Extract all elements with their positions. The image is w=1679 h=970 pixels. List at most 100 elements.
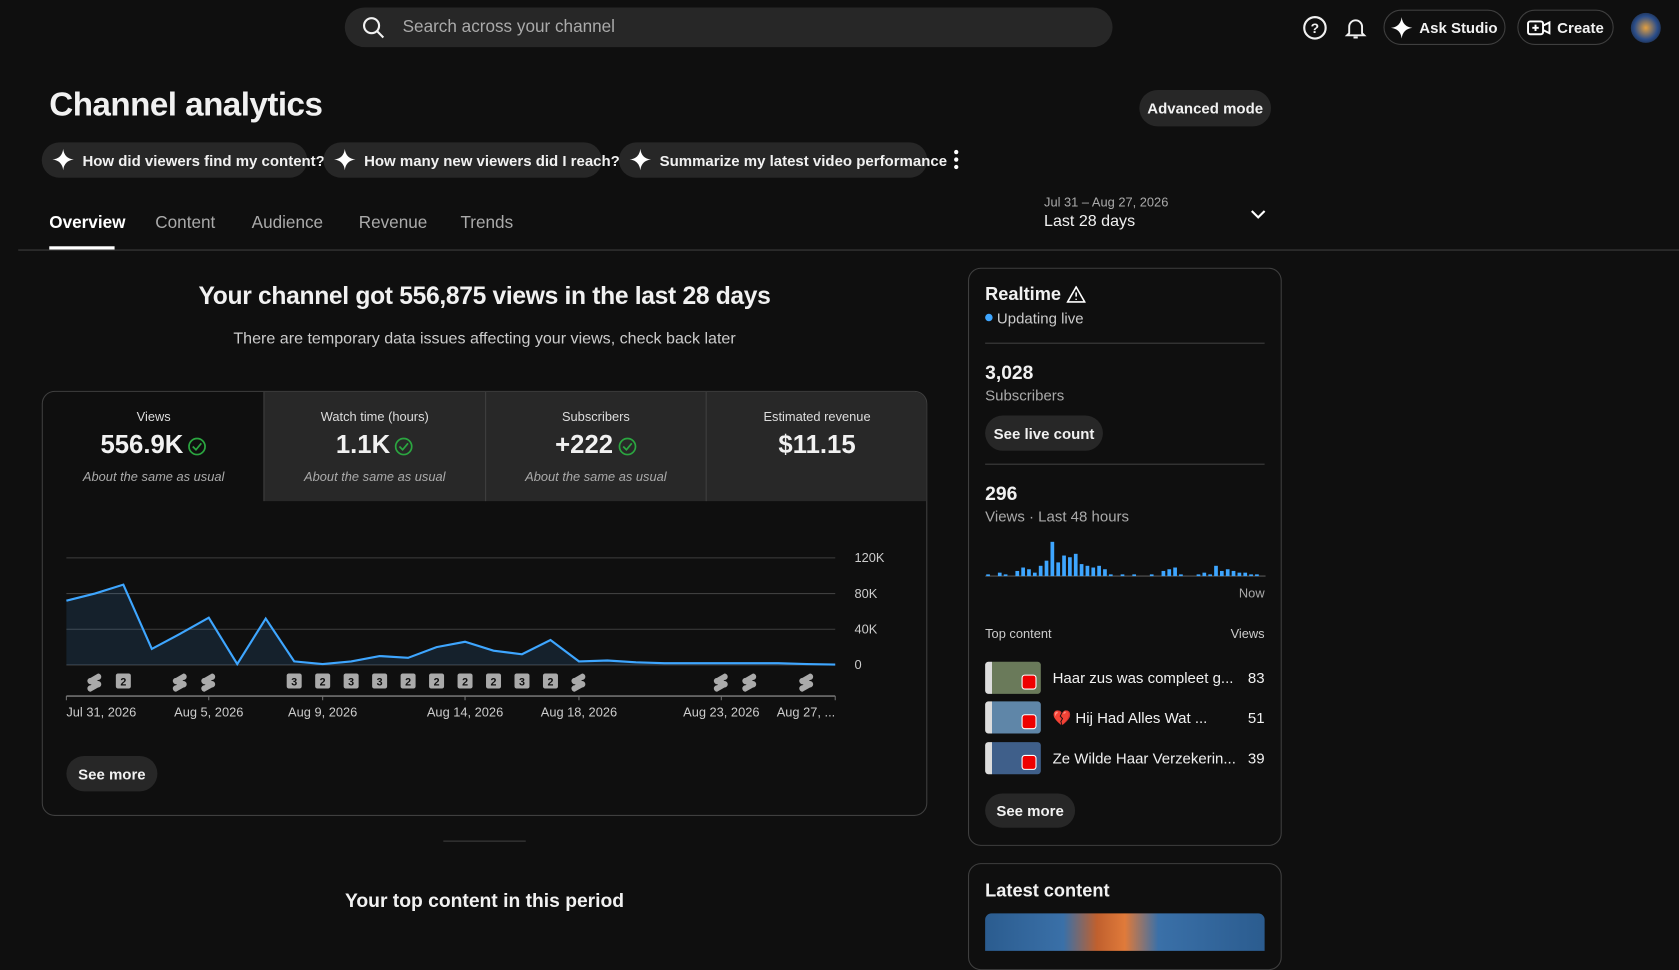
check-icon [188,437,207,456]
metric-tile[interactable]: Watch time (hours) 1.1K About the same as … [264,392,486,501]
upload-badge [429,673,445,689]
tab[interactable]: Trends [460,214,514,233]
upload-count: 3 [348,676,354,688]
page-title: Channel analytics [49,85,323,124]
realtime-see-more-button[interactable]: See more [985,793,1076,828]
dropdown-icon[interactable] [1249,208,1268,221]
realtime-status: Updating live [996,309,1084,327]
tab[interactable]: Overview [49,214,126,233]
item-title[interactable]: Ze Wilde Haar Verzekerin... [1052,749,1236,767]
latest-content-thumbnail[interactable] [985,913,1265,951]
upload-badge [400,673,416,689]
item-thumbnail[interactable] [985,661,1041,694]
tile-border [485,391,487,502]
shorts-marker [172,673,187,692]
upload-count: 3 [291,676,297,688]
upload-count: 2 [491,676,497,688]
item-views: 51 [1247,709,1265,727]
sparkle-icon [1391,16,1413,39]
item-thumbnail[interactable] [985,741,1041,774]
item-views: 83 [1247,669,1265,687]
ask-studio-button[interactable]: Ask Studio [1383,9,1506,45]
upload-badge [286,673,302,689]
sparkle-icon [334,148,356,171]
metric-label: Views [136,409,171,425]
realtime-bar [1108,574,1113,577]
upload-badge [115,673,131,689]
suggestion-chip[interactable]: How many new viewers did I reach? [323,142,620,178]
metric-value: $11.15 [706,430,928,460]
item-title[interactable]: 💔 Hij Had Alles Wat ... [1052,709,1208,727]
realtime-bar [1068,557,1072,577]
check-mark [192,442,203,451]
ask-studio-label: Ask Studio [1419,18,1498,36]
metric-tile[interactable]: Views 556.9K About the same as usual [43,392,265,501]
metric-tile[interactable]: Subscribers +222 About the same as usual [485,392,707,501]
tab[interactable]: Audience [251,214,324,233]
views-area [66,584,836,665]
realtime-bar [1173,567,1177,577]
suggestion-chip[interactable]: How did viewers find my content? [41,142,325,178]
y-tick-label: 80K [854,586,877,601]
check-icon [618,437,636,456]
y-tick-label: 120K [854,550,884,565]
realtime-bar [1214,565,1218,577]
suggestion-chip[interactable]: Summarize my latest video performance [618,142,947,178]
tile-border [705,391,707,502]
date-range-label[interactable]: Last 28 days [1044,212,1136,231]
realtime-bar [1237,572,1242,577]
realtime-bar [1038,565,1043,577]
tab[interactable]: Content [155,214,216,233]
upload-badge [457,673,473,689]
views-column-label: Views [1230,626,1265,642]
check-circle [395,437,413,456]
realtime-bar [1243,572,1248,577]
see-live-count-button[interactable]: See live count [985,415,1103,451]
realtime-bar [986,574,990,577]
metric-value: +222 [485,430,707,460]
avatar[interactable] [1630,12,1661,43]
realtime-bar [1132,574,1137,577]
realtime-bar [1056,562,1061,577]
realtime-title: Realtime [985,283,1062,305]
shorts-marker [742,673,757,692]
item-thumbnail[interactable] [985,701,1041,734]
see-more-button[interactable]: See more [66,755,158,792]
realtime-bar [1149,574,1154,577]
divider [18,249,1679,251]
advanced-mode-button[interactable]: Advanced mode [1139,89,1272,127]
metric-tile[interactable]: Estimated revenue $11.15 [706,392,928,501]
svg-text:?: ? [1311,20,1320,36]
realtime-bar [1079,564,1084,577]
metric-value: 556.9K [43,430,265,460]
divider [985,342,1265,344]
tab[interactable]: Revenue [358,214,428,233]
sparkle [334,148,356,171]
views-line [66,583,836,667]
notifications-icon[interactable] [1343,15,1369,41]
realtime-bar [1015,570,1020,577]
sparkle-icon [52,148,74,171]
sparkle [629,148,652,171]
search-icon [363,17,385,39]
x-tick-label: Aug 27, ... [777,704,835,719]
upload-count: 2 [434,676,440,688]
shorts-badge [1021,714,1037,730]
subscriber-label: Subscribers [985,386,1065,404]
search-box[interactable]: Search across your channel [344,7,1113,48]
help-icon[interactable]: ? [1302,15,1328,41]
divider [985,463,1265,465]
realtime-bar [1097,565,1101,577]
realtime-bar [1073,553,1078,577]
metric-note: About the same as usual [304,469,446,485]
create-button[interactable]: Create [1517,9,1614,45]
search-placeholder: Search across your channel [402,18,615,37]
realtime-chart [985,541,1266,577]
more-icon[interactable] [948,149,965,170]
upload-count: 2 [547,676,553,688]
realtime-bar [1225,569,1230,577]
create-label: Create [1557,18,1604,36]
item-title[interactable]: Haar zus was compleet g... [1052,669,1234,687]
